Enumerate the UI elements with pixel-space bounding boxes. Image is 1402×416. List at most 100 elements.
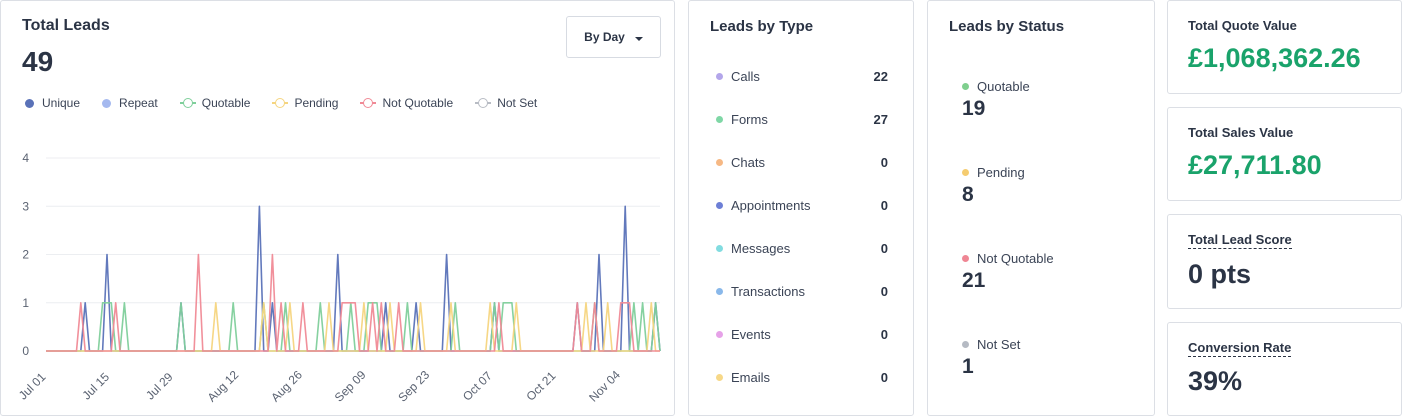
y-tick-label: 0	[22, 344, 29, 358]
y-tick-label: 2	[22, 248, 29, 262]
lead-type-dot-icon	[716, 331, 723, 338]
x-tick-label: Jul 15	[79, 370, 112, 403]
legend-item-repeat[interactable]: Repeat	[102, 96, 158, 110]
lead-type-row-messages[interactable]: Messages 0	[716, 241, 888, 256]
total-quote-value-label: Total Quote Value	[1188, 18, 1297, 33]
x-tick-label: Oct 21	[524, 368, 559, 403]
lead-status-count: 19	[962, 97, 986, 120]
series-line-not-quotable	[46, 253, 660, 352]
lead-status-label: Pending	[977, 165, 1025, 180]
period-select-label: By Day	[584, 30, 625, 44]
lead-status-dot-icon	[962, 341, 969, 348]
total-quote-value: £1,068,362.26	[1188, 43, 1361, 73]
lead-type-label: Appointments	[731, 198, 811, 213]
lead-type-row-appointments[interactable]: Appointments 0	[716, 198, 888, 213]
total-leads-card: Total Leads 49 By Day Unique Repeat Quotab…	[0, 0, 675, 416]
lead-type-count: 0	[880, 327, 888, 342]
x-tick-label: Jul 01	[16, 370, 49, 403]
caret-down-icon	[634, 36, 643, 41]
leads-by-type-title: Leads by Type	[710, 18, 814, 35]
total-sales-value: £27,711.80	[1188, 150, 1322, 180]
x-tick-label: Sep 23	[395, 368, 432, 405]
total-leads-count: 49	[22, 46, 54, 77]
legend-line-marker-icon	[272, 98, 289, 108]
lead-status-label: Not Quotable	[977, 251, 1054, 266]
legend-line-marker-icon	[360, 98, 377, 108]
lead-status-label: Quotable	[977, 79, 1030, 94]
legend-dot-icon	[102, 98, 112, 108]
total-lead-score-card: Total Lead Score 0 pts	[1167, 214, 1402, 309]
lead-type-row-emails[interactable]: Emails 0	[716, 370, 888, 385]
x-tick-label: Aug 26	[268, 368, 305, 405]
x-tick-label: Jul 29	[143, 370, 176, 403]
conversion-rate-value: 39%	[1188, 366, 1243, 396]
legend-item-unique[interactable]: Unique	[25, 96, 80, 110]
total-leads-title: Total Leads	[22, 17, 110, 34]
x-tick-label: Nov 04	[586, 368, 623, 405]
lead-type-count: 22	[873, 69, 888, 84]
y-tick-label: 1	[22, 296, 29, 310]
lead-status-count: 21	[962, 269, 986, 292]
lead-type-count: 0	[880, 241, 888, 256]
legend-dot-icon	[25, 98, 34, 108]
lead-type-dot-icon	[716, 73, 723, 80]
series-line-quotable	[46, 302, 661, 352]
legend-label: Not Quotable	[382, 96, 454, 110]
x-tick-label: Oct 07	[460, 368, 495, 403]
lead-status-count: 1	[962, 355, 974, 378]
chart-legend: Unique Repeat Quotable Pending Not Quotable N…	[25, 96, 559, 110]
lead-type-row-transactions[interactable]: Transactions 0	[716, 284, 888, 299]
lead-type-dot-icon	[716, 202, 723, 209]
lead-type-dot-icon	[716, 245, 723, 252]
legend-label: Quotable	[201, 96, 251, 110]
lead-type-dot-icon	[716, 374, 723, 381]
legend-item-quotable[interactable]: Quotable	[179, 96, 251, 110]
y-tick-label: 3	[22, 199, 29, 213]
total-lead-score-value: 0 pts	[1188, 259, 1252, 289]
leads-by-type-card: Leads by Type Calls 22 Forms 27 Chats 0 Appoin…	[688, 0, 914, 416]
total-sales-value-card: Total Sales Value £27,711.80	[1167, 107, 1402, 201]
leads-by-status-card: Leads by Status Quotable 19 Pending 8 Not Qu…	[927, 0, 1155, 416]
lead-type-label: Transactions	[731, 284, 805, 299]
total-leads-chart: 0 1 2 3 4 Jul 01 Jul 15 Jul 29 Aug 12 Aug 26 Sep 0…	[16, 151, 661, 405]
lead-type-label: Forms	[731, 112, 768, 127]
legend-label: Unique	[42, 96, 81, 110]
x-tick-label: Aug 12	[205, 368, 242, 405]
x-tick-label: Sep 09	[332, 368, 369, 405]
lead-type-row-chats[interactable]: Chats 0	[716, 155, 888, 170]
lead-status-label: Not Set	[977, 337, 1021, 352]
legend-line-marker-icon	[179, 98, 196, 108]
lead-status-quotable[interactable]: Quotable 19	[962, 79, 1030, 121]
lead-status-not-quotable[interactable]: Not Quotable 21	[962, 251, 1054, 293]
total-quote-value-card: Total Quote Value £1,068,362.26	[1167, 0, 1402, 94]
lead-status-count: 8	[962, 183, 974, 206]
lead-status-dot-icon	[962, 83, 969, 90]
y-tick-label: 4	[22, 151, 29, 165]
legend-item-pending[interactable]: Pending	[272, 96, 338, 110]
conversion-rate-label[interactable]: Conversion Rate	[1188, 340, 1292, 357]
leads-by-status-title: Leads by Status	[949, 18, 1065, 35]
lead-type-row-calls[interactable]: Calls 22	[716, 69, 888, 84]
lead-type-dot-icon	[716, 288, 723, 295]
legend-line-marker-icon	[475, 98, 492, 108]
lead-type-count: 0	[880, 155, 888, 170]
lead-status-not-set[interactable]: Not Set 1	[962, 337, 1020, 379]
lead-type-count: 0	[880, 370, 888, 385]
lead-type-label: Events	[731, 327, 771, 342]
period-select-button[interactable]: By Day	[566, 16, 661, 58]
lead-type-dot-icon	[716, 116, 723, 123]
legend-label: Not Set	[497, 96, 538, 110]
legend-label: Pending	[294, 96, 339, 110]
total-sales-value-label: Total Sales Value	[1188, 125, 1294, 140]
legend-item-not-quotable[interactable]: Not Quotable	[360, 96, 453, 110]
legend-label: Repeat	[119, 96, 158, 110]
lead-type-count: 0	[880, 198, 888, 213]
lead-type-label: Chats	[731, 155, 765, 170]
lead-type-label: Emails	[731, 370, 771, 385]
lead-status-dot-icon	[962, 169, 969, 176]
total-lead-score-label[interactable]: Total Lead Score	[1188, 232, 1292, 249]
lead-type-row-forms[interactable]: Forms 27	[716, 112, 888, 127]
lead-status-pending[interactable]: Pending 8	[962, 165, 1025, 207]
legend-item-not-set[interactable]: Not Set	[475, 96, 537, 110]
lead-type-row-events[interactable]: Events 0	[716, 327, 888, 342]
